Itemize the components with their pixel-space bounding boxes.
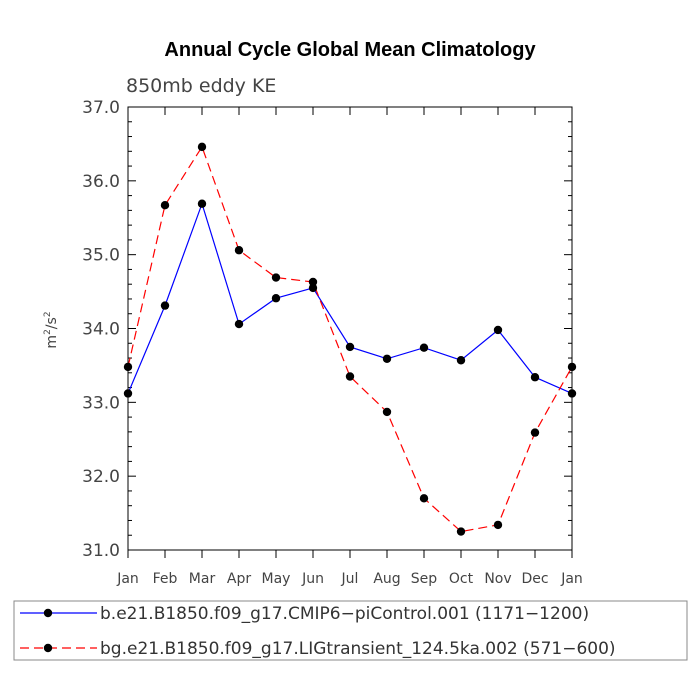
data-point-s2-8 xyxy=(419,494,429,503)
legend-marker-2 xyxy=(43,643,53,653)
legend-label-2: bg.e21.B1850.f09_g17.LIGtransient_124.5k… xyxy=(100,639,616,659)
y-tick-label: 36.0 xyxy=(82,172,120,192)
data-point-s2-11 xyxy=(530,428,540,437)
y-tick-label: 35.0 xyxy=(82,246,120,266)
series-line-1 xyxy=(127,201,573,395)
data-point-s1-6 xyxy=(345,342,355,352)
data-point-s2-6 xyxy=(345,372,355,381)
y-tick-label: 37.0 xyxy=(82,98,120,118)
axis-ticks xyxy=(127,106,573,558)
y-tick-label: 31.0 xyxy=(82,541,120,561)
data-point-s2-3 xyxy=(234,246,244,255)
data-point-s1-9 xyxy=(456,356,466,365)
plot-area-frame xyxy=(127,106,573,551)
x-tick-label: Jul xyxy=(341,571,359,587)
y-tick-labels: 31.0 32.0 33.0 34.0 35.0 36.0 37.0 xyxy=(82,98,120,561)
data-point-s2-9 xyxy=(456,527,466,536)
x-tick-label: Dec xyxy=(521,571,548,587)
x-tick-label: Mar xyxy=(189,571,216,587)
legend: b.e21.B1850.f09_g17.CMIP6−piControl.001 … xyxy=(20,604,616,659)
data-point-s1-0 xyxy=(123,389,133,398)
y-tick-label: 33.0 xyxy=(82,393,120,413)
legend-label-1: b.e21.B1850.f09_g17.CMIP6−piControl.001 … xyxy=(100,604,589,624)
data-point-s2-4 xyxy=(271,273,281,282)
data-point-s1-10 xyxy=(493,325,503,335)
x-tick-label: Oct xyxy=(449,571,474,587)
data-point-s2-2 xyxy=(197,142,207,152)
data-point-s1-11 xyxy=(530,373,540,382)
data-point-s1-7 xyxy=(382,354,392,363)
data-point-s2-0 xyxy=(123,362,133,372)
data-point-s2-10 xyxy=(493,520,503,530)
x-tick-labels: Jan Feb Mar Apr May Jun Jul Aug Sep Oct Nov Dec Jan xyxy=(116,571,583,587)
data-point-s2-7 xyxy=(382,407,392,417)
data-point-s1-8 xyxy=(419,343,429,352)
x-tick-label: Jan xyxy=(560,571,583,587)
x-tick-label: Jan xyxy=(116,571,139,587)
y-axis-label: m2/s2 xyxy=(43,311,60,348)
data-point-s2-5 xyxy=(308,277,318,287)
series-layer xyxy=(123,142,577,536)
x-tick-label: Apr xyxy=(227,571,251,587)
legend-marker-1 xyxy=(43,608,53,618)
data-point-s2-12 xyxy=(567,362,577,372)
data-point-s1-2 xyxy=(197,199,207,208)
y-tick-label: 34.0 xyxy=(82,320,120,340)
x-tick-label: May xyxy=(262,571,291,587)
x-tick-label: Sep xyxy=(411,571,438,587)
y-tick-label: 32.0 xyxy=(82,467,120,487)
chart-title: Annual Cycle Global Mean Climatology xyxy=(164,39,536,61)
data-point-s1-4 xyxy=(271,294,281,303)
x-tick-label: Jun xyxy=(301,571,324,587)
chart-subtitle: 850mb eddy KE xyxy=(126,75,276,97)
x-tick-label: Aug xyxy=(373,571,400,587)
data-point-s1-3 xyxy=(234,319,244,329)
x-tick-label: Feb xyxy=(153,571,178,587)
data-point-s2-1 xyxy=(160,200,170,210)
data-point-s1-5 xyxy=(308,283,318,293)
data-point-s1-12 xyxy=(567,389,577,398)
data-point-s1-1 xyxy=(160,301,170,310)
legend-box xyxy=(13,600,688,661)
x-tick-label: Nov xyxy=(484,571,511,587)
